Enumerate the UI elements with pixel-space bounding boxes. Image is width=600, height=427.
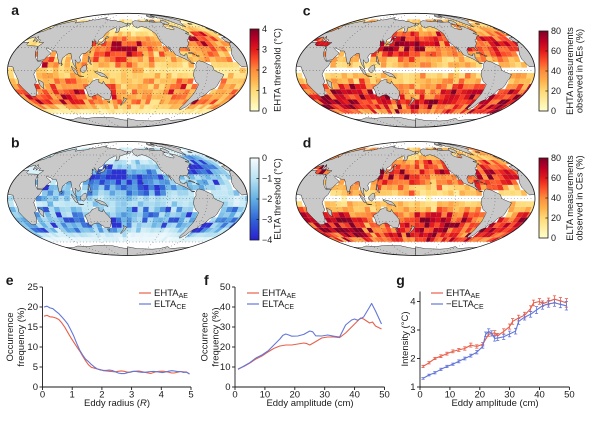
svg-text:1: 1 [70,390,75,401]
svg-text:40: 40 [534,390,545,401]
svg-text:4: 4 [159,390,164,401]
svg-text:50: 50 [220,282,231,293]
svg-text:EHTA measurements: EHTA measurements [565,27,575,115]
svg-text:ELTA measurements: ELTA measurements [565,155,575,241]
svg-text:60: 60 [551,173,561,183]
svg-text:1: 1 [410,382,415,393]
svg-text:60: 60 [551,46,561,56]
svg-text:40: 40 [551,193,561,203]
svg-text:20: 20 [475,390,486,401]
svg-text:Eddy amplitude (cm): Eddy amplitude (cm) [266,398,353,409]
svg-text:5: 5 [33,362,38,373]
svg-text:40: 40 [220,302,231,313]
svg-text:e: e [6,272,14,288]
svg-text:f: f [204,272,209,288]
svg-text:2: 2 [262,65,267,75]
svg-text:4: 4 [262,24,267,34]
svg-text:15: 15 [27,322,38,333]
svg-text:5: 5 [188,390,193,401]
svg-text:3: 3 [129,390,134,401]
svg-text:observed in AEs (%): observed in AEs (%) [574,29,584,113]
svg-text:20: 20 [551,213,561,223]
svg-text:−4: −4 [262,235,272,245]
svg-text:EHTA threshold (°C): EHTA threshold (°C) [273,28,283,112]
svg-text:10: 10 [27,342,38,353]
svg-text:0: 0 [262,153,267,163]
svg-text:Occurrence: Occurrence [200,312,211,361]
svg-text:50: 50 [379,390,390,401]
svg-text:0: 0 [232,390,237,401]
svg-text:10: 10 [220,362,231,373]
svg-text:0: 0 [551,106,556,116]
svg-text:20: 20 [220,342,231,353]
svg-text:g: g [396,272,405,288]
svg-text:3: 3 [262,45,267,55]
svg-text:1: 1 [262,86,267,96]
svg-text:20: 20 [27,302,38,313]
svg-text:ELTA threshold (°C): ELTA threshold (°C) [273,158,283,239]
svg-text:0: 0 [551,233,556,243]
svg-text:10: 10 [445,390,456,401]
svg-text:0: 0 [417,390,422,401]
svg-text:frequency (%): frequency (%) [16,307,27,366]
svg-text:Eddy radius (R): Eddy radius (R) [84,398,150,409]
svg-text:0: 0 [225,382,230,393]
svg-text:10: 10 [260,390,271,401]
svg-text:Intensity (°C): Intensity (°C) [400,311,411,366]
svg-text:30: 30 [504,390,515,401]
svg-text:0: 0 [262,106,267,116]
svg-text:b: b [11,134,20,150]
svg-text:Eddy amplitude (cm): Eddy amplitude (cm) [451,398,538,409]
svg-text:0: 0 [33,382,38,393]
svg-text:40: 40 [551,66,561,76]
svg-text:80: 80 [551,153,561,163]
svg-text:a: a [11,2,19,18]
svg-text:3: 3 [410,325,415,336]
svg-text:0: 0 [40,390,45,401]
svg-text:observed in CEs (%): observed in CEs (%) [574,155,584,240]
svg-text:−1: −1 [262,174,272,184]
svg-text:−2: −2 [262,194,272,204]
svg-text:d: d [303,134,312,150]
svg-text:2: 2 [99,390,104,401]
svg-text:2: 2 [410,354,415,365]
svg-text:40: 40 [349,390,360,401]
svg-text:20: 20 [551,86,561,96]
svg-text:50: 50 [564,390,575,401]
svg-text:4: 4 [410,297,415,308]
svg-text:Occurrence: Occurrence [5,312,16,361]
svg-text:c: c [303,2,311,18]
svg-text:20: 20 [290,390,301,401]
svg-text:frequency (%): frequency (%) [211,307,222,366]
svg-text:30: 30 [319,390,330,401]
svg-text:25: 25 [27,282,38,293]
svg-text:80: 80 [551,26,561,36]
svg-text:30: 30 [220,322,231,333]
svg-text:−3: −3 [262,215,272,225]
